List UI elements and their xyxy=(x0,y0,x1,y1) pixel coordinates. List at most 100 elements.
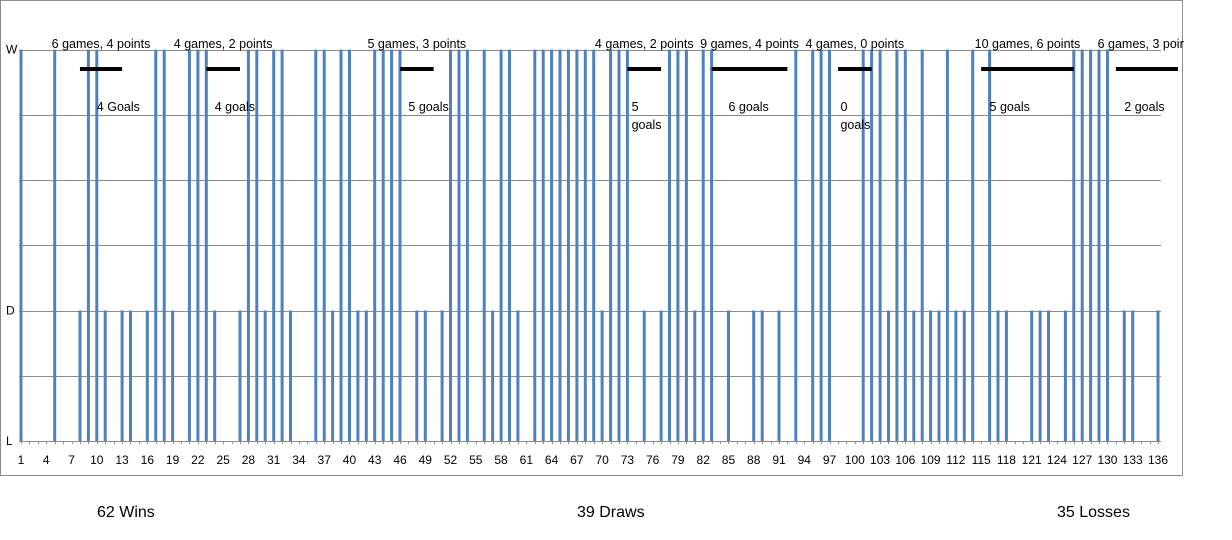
result-bar xyxy=(920,49,924,441)
result-bar xyxy=(794,49,798,441)
gridlines xyxy=(19,50,1161,444)
losses-summary: 35 Losses xyxy=(1057,504,1130,521)
result-bar xyxy=(364,310,368,441)
streak-goals-label: 4 goals xyxy=(215,100,255,114)
result-bar xyxy=(609,49,613,441)
streak-label: 10 games, 6 points xyxy=(975,37,1081,51)
x-tick-label: 118 xyxy=(997,453,1016,467)
x-tick-label: 133 xyxy=(1123,453,1143,467)
result-bar xyxy=(668,49,671,441)
result-bar xyxy=(272,49,276,441)
result-bar xyxy=(120,310,124,441)
result-bar xyxy=(912,310,916,441)
x-tick-label: 82 xyxy=(697,453,711,467)
result-bar xyxy=(1072,49,1076,441)
results-chart: WDL 1 4 7 10 13 16 19 22 25 28 31 34 37 40 43 46 49 52 55 5… xyxy=(6,37,1184,467)
result-bar xyxy=(760,310,764,441)
result-bar xyxy=(1089,49,1093,441)
result-bar xyxy=(533,49,537,441)
streak-label: 4 games, 2 points xyxy=(595,37,694,51)
x-tick-label: 19 xyxy=(166,453,180,467)
result-bar xyxy=(103,310,107,441)
streak-goals-label: 6 goals xyxy=(728,100,768,114)
result-bar xyxy=(440,310,444,441)
result-bar xyxy=(550,49,554,441)
streak-goals-label: 0 xyxy=(840,100,847,114)
result-bar xyxy=(1030,310,1034,441)
result-bar xyxy=(53,49,57,441)
result-bar xyxy=(331,310,335,441)
result-bar xyxy=(381,49,385,441)
x-tick-label: 94 xyxy=(798,453,812,467)
x-tick-label: 91 xyxy=(772,453,786,467)
result-bar xyxy=(701,49,705,441)
result-bar xyxy=(684,49,688,441)
result-bar xyxy=(828,49,831,441)
x-tick-label: 70 xyxy=(595,453,609,467)
x-tick-label: 100 xyxy=(845,453,865,467)
result-bar xyxy=(541,49,545,441)
streak-label: 9 games, 4 points xyxy=(700,37,799,51)
result-bar xyxy=(204,49,208,441)
x-tick-label: 55 xyxy=(469,453,483,467)
x-tick-label: 43 xyxy=(368,453,382,467)
result-bar xyxy=(954,310,958,441)
result-bar xyxy=(1080,49,1084,441)
result-bar xyxy=(996,310,1000,441)
result-bar xyxy=(777,310,781,441)
result-bar xyxy=(693,310,697,441)
streak-goals-label: 5 goals xyxy=(408,100,448,114)
result-bar xyxy=(1156,310,1160,441)
draws-summary: 39 Draws xyxy=(577,504,645,521)
result-bar xyxy=(171,310,175,441)
x-tick-label: 49 xyxy=(419,453,433,467)
result-bar xyxy=(255,49,259,441)
x-tick-label: 40 xyxy=(343,453,357,467)
result-bar xyxy=(600,310,604,441)
x-tick-label: 52 xyxy=(444,453,458,467)
result-bar xyxy=(339,49,343,441)
result-bar xyxy=(78,310,82,441)
x-tick-label: 13 xyxy=(115,453,129,467)
x-tick-label: 73 xyxy=(621,453,635,467)
x-tick-label: 130 xyxy=(1097,453,1117,467)
result-bar xyxy=(1063,310,1067,441)
streak-label: 5 games, 3 points xyxy=(368,37,467,51)
y-axis-ticks: W D L xyxy=(6,43,18,448)
result-bar xyxy=(1106,49,1109,441)
result-bar xyxy=(895,49,899,441)
x-tick-label: 61 xyxy=(520,453,534,467)
streak-label: 4 games, 2 points xyxy=(174,37,273,51)
result-bar xyxy=(878,49,882,441)
result-bar xyxy=(289,310,292,441)
x-tick-label: 10 xyxy=(90,453,104,467)
result-bar xyxy=(575,49,579,441)
result-bar xyxy=(373,49,377,441)
x-tick-label: 16 xyxy=(141,453,155,467)
result-bar xyxy=(187,49,191,441)
y-tick-label: L xyxy=(6,434,13,448)
y-tick-label: W xyxy=(6,43,18,57)
result-bar xyxy=(314,49,318,441)
result-bar xyxy=(583,49,587,441)
x-tick-label: 103 xyxy=(870,453,890,467)
result-bar xyxy=(1047,310,1050,441)
x-tick-label: 7 xyxy=(68,453,75,467)
result-bar xyxy=(861,49,865,441)
result-bar xyxy=(617,49,621,441)
result-bar xyxy=(710,49,714,441)
x-tick-label: 64 xyxy=(545,453,559,467)
result-bar xyxy=(213,310,217,441)
result-bar xyxy=(887,310,890,441)
result-bars xyxy=(19,49,1160,441)
x-tick-label: 46 xyxy=(393,453,407,467)
result-bar xyxy=(280,49,284,441)
result-bar xyxy=(457,49,461,441)
result-bar xyxy=(1131,310,1135,441)
result-bar xyxy=(86,49,90,441)
result-bar xyxy=(1097,49,1101,441)
result-bar xyxy=(154,49,158,441)
streak-annotations: 6 games, 4 points 4 Goals 4 games, 2 point… xyxy=(52,37,1184,132)
streak-goals-label: 4 Goals xyxy=(97,100,140,114)
x-tick-label: 34 xyxy=(292,453,306,467)
